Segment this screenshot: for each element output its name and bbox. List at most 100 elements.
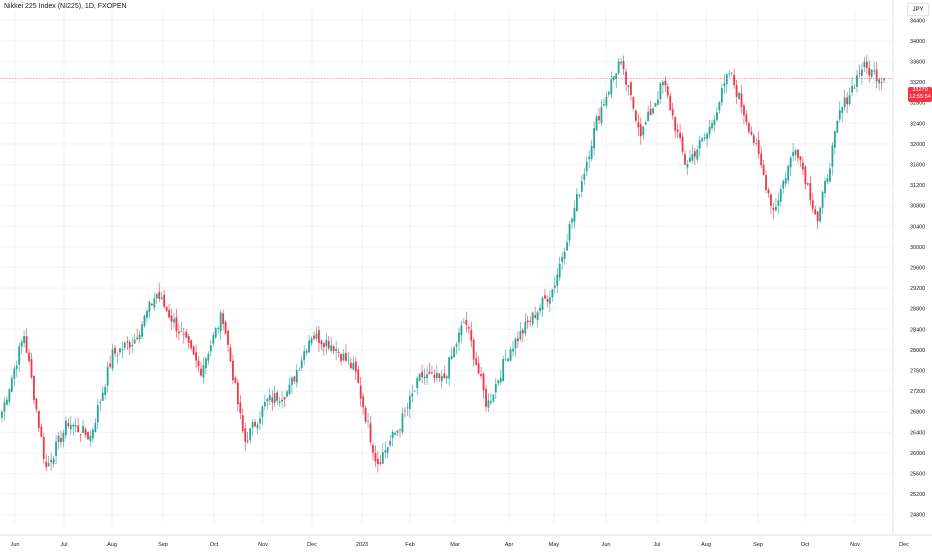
candle-body (716, 112, 718, 120)
candle-body (757, 140, 760, 154)
y-tick-label: 26800 (910, 410, 925, 416)
candle-body (362, 396, 365, 408)
candle-body (546, 298, 549, 302)
y-tick-label: 34000 (910, 39, 925, 45)
candle-body (617, 61, 620, 74)
candle-body (507, 358, 510, 362)
candle-body (305, 350, 308, 353)
candle-body (782, 181, 785, 189)
candle-body (313, 335, 315, 339)
candle-body (241, 415, 244, 432)
candle-body (600, 107, 603, 124)
candle-body (531, 312, 534, 325)
y-tick-label: 28000 (910, 348, 925, 354)
y-tick-label: 33200 (910, 80, 925, 86)
candle-body (30, 359, 33, 378)
candle-body (111, 349, 114, 369)
candle-body (219, 312, 222, 332)
candle-body (644, 122, 647, 125)
candle-body (558, 263, 561, 278)
candle-body (794, 150, 797, 156)
candle-body (190, 340, 193, 349)
candle-body (878, 79, 880, 84)
candle-body (138, 334, 141, 340)
candle-body (799, 156, 802, 161)
candle-body (195, 352, 197, 361)
candle-body (87, 431, 89, 440)
candle-body (671, 109, 674, 116)
candle-body (322, 342, 325, 348)
candle-body (571, 218, 573, 223)
candle-body (873, 70, 876, 72)
candle-body (453, 347, 455, 358)
candle-body (642, 126, 645, 136)
y-tick-label: 34400 (910, 18, 925, 24)
candle-body (239, 402, 242, 413)
candle-body (212, 335, 215, 344)
candle-body (431, 372, 433, 374)
candle-body (676, 129, 679, 133)
candle-body (647, 111, 650, 121)
candle-body (679, 132, 681, 138)
candle-body (372, 445, 374, 453)
candle-body (544, 295, 546, 299)
y-tick-label: 29600 (910, 266, 925, 272)
candle-body (802, 162, 804, 170)
candle-body (470, 330, 473, 341)
candle-body (386, 447, 389, 453)
candle-body (288, 384, 291, 395)
candle-body (408, 396, 411, 409)
candle-body (18, 346, 21, 365)
candle-body (109, 363, 112, 367)
candle-body (177, 331, 180, 334)
candle-body (686, 164, 689, 168)
candle-body (35, 398, 38, 410)
candle-body (101, 392, 104, 401)
y-tick-label: 32400 (910, 121, 925, 127)
candle-body (595, 116, 598, 131)
candle-body (310, 338, 313, 344)
y-tick-label: 26400 (910, 430, 925, 436)
candle-body (246, 440, 249, 442)
candle-body (831, 145, 834, 167)
y-tick-label: 32800 (910, 101, 925, 107)
candle-body (67, 423, 70, 427)
candle-body (870, 69, 873, 77)
last-price-value: 33270 (912, 87, 928, 93)
candle-body (814, 209, 817, 215)
candle-body (853, 87, 856, 89)
y-tick-label: 33600 (910, 60, 925, 66)
candle-body (556, 274, 559, 286)
candle-body (502, 359, 505, 381)
candle-body (192, 346, 195, 355)
y-tick-label: 28400 (910, 327, 925, 333)
candle-body (141, 324, 143, 337)
x-tick-label: Mar (450, 542, 460, 548)
candle-body (743, 105, 745, 116)
candle-body (148, 301, 151, 313)
candle-body (96, 405, 99, 423)
candle-body (187, 335, 190, 343)
candle-body (153, 298, 156, 308)
x-tick-label: Nov (850, 542, 860, 548)
y-tick-label: 30000 (910, 245, 925, 251)
candle-body (332, 346, 335, 352)
candle-body (259, 418, 261, 424)
candle-body (428, 371, 431, 374)
candle-body (659, 83, 662, 100)
candle-body (615, 73, 618, 79)
candle-body (114, 347, 116, 354)
candle-body (809, 183, 812, 201)
candle-body (337, 352, 340, 353)
candle-body (25, 336, 28, 353)
candle-body (598, 115, 600, 121)
candle-body (806, 183, 809, 185)
candle-body (74, 424, 77, 427)
candle-body (792, 152, 794, 157)
candle-body (462, 322, 465, 324)
candle-body (829, 168, 831, 182)
candle-body (399, 429, 401, 430)
currency-button[interactable]: JPY (907, 3, 929, 16)
